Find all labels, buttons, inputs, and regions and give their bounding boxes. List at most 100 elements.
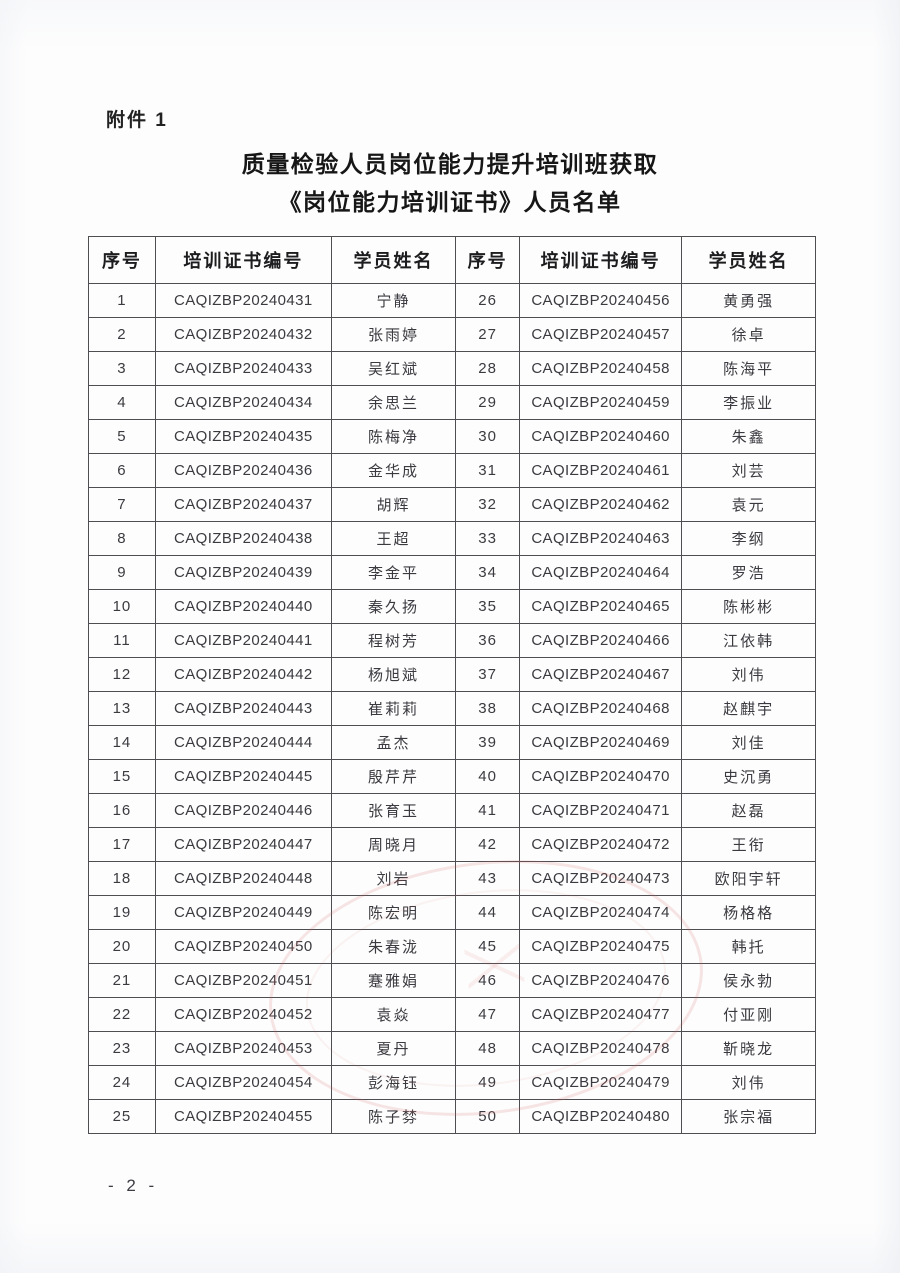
cert-no-cell: CAQIZBP20240478 xyxy=(519,1031,683,1066)
name-cell: 刘佳 xyxy=(681,725,816,760)
index-cell: 22 xyxy=(88,997,156,1032)
table-row: 19 CAQIZBP20240449 陈宏明 44 CAQIZBP20240474 杨格格 xyxy=(88,895,816,930)
cert-no-cell: CAQIZBP20240477 xyxy=(519,997,683,1032)
index-cell: 44 xyxy=(455,895,521,930)
index-cell: 3 xyxy=(88,351,156,386)
table-row: 10 CAQIZBP20240440 秦久扬 35 CAQIZBP20240465 陈彬彬 xyxy=(88,589,816,624)
name-cell: 秦久扬 xyxy=(330,589,457,624)
name-cell: 周晓月 xyxy=(330,827,457,862)
name-cell: 江依韩 xyxy=(681,623,816,658)
cert-no-cell: CAQIZBP20240471 xyxy=(519,793,683,828)
cert-no-cell: CAQIZBP20240448 xyxy=(154,861,332,896)
index-cell: 25 xyxy=(88,1099,156,1134)
header-index-right: 序号 xyxy=(455,236,521,284)
cert-no-cell: CAQIZBP20240462 xyxy=(519,487,683,522)
index-cell: 28 xyxy=(455,351,521,386)
index-cell: 13 xyxy=(88,691,156,726)
table-row: 3 CAQIZBP20240433 吴红斌 28 CAQIZBP20240458 陈海平 xyxy=(88,351,816,386)
index-cell: 11 xyxy=(88,623,156,658)
table-row: 12 CAQIZBP20240442 杨旭斌 37 CAQIZBP20240467 刘伟 xyxy=(88,657,816,692)
index-cell: 39 xyxy=(455,725,521,760)
index-cell: 1 xyxy=(88,283,156,318)
name-cell: 夏丹 xyxy=(330,1031,457,1066)
cert-no-cell: CAQIZBP20240464 xyxy=(519,555,683,590)
cert-no-cell: CAQIZBP20240460 xyxy=(519,419,683,454)
name-cell: 韩托 xyxy=(681,929,816,964)
table-row: 18 CAQIZBP20240448 刘岩 43 CAQIZBP20240473 欧阳宇轩 xyxy=(88,861,816,896)
name-cell: 靳晓龙 xyxy=(681,1031,816,1066)
index-cell: 45 xyxy=(455,929,521,964)
name-cell: 陈宏明 xyxy=(330,895,457,930)
cert-no-cell: CAQIZBP20240451 xyxy=(154,963,332,998)
page-number: - 2 - xyxy=(108,1176,159,1195)
index-cell: 32 xyxy=(455,487,521,522)
cert-no-cell: CAQIZBP20240476 xyxy=(519,963,683,998)
index-cell: 6 xyxy=(88,453,156,488)
name-cell: 李金平 xyxy=(330,555,457,590)
cert-no-cell: CAQIZBP20240466 xyxy=(519,623,683,658)
name-cell: 刘岩 xyxy=(330,861,457,896)
table-row: 13 CAQIZBP20240443 崔莉莉 38 CAQIZBP20240468 赵麒宇 xyxy=(88,691,816,726)
index-cell: 34 xyxy=(455,555,521,590)
cert-no-cell: CAQIZBP20240463 xyxy=(519,521,683,556)
name-cell: 赵磊 xyxy=(681,793,816,828)
name-cell: 吴红斌 xyxy=(330,351,457,386)
name-cell: 史沉勇 xyxy=(681,759,816,794)
index-cell: 31 xyxy=(455,453,521,488)
name-cell: 王衔 xyxy=(681,827,816,862)
cert-no-cell: CAQIZBP20240456 xyxy=(519,283,683,318)
name-cell: 朱春泷 xyxy=(330,929,457,964)
index-cell: 40 xyxy=(455,759,521,794)
cert-no-cell: CAQIZBP20240431 xyxy=(154,283,332,318)
cert-no-cell: CAQIZBP20240450 xyxy=(154,929,332,964)
cert-no-cell: CAQIZBP20240454 xyxy=(154,1065,332,1100)
cert-no-cell: CAQIZBP20240432 xyxy=(154,317,332,352)
table-row: 16 CAQIZBP20240446 张育玉 41 CAQIZBP20240471 赵磊 xyxy=(88,793,816,828)
index-cell: 46 xyxy=(455,963,521,998)
cert-no-cell: CAQIZBP20240475 xyxy=(519,929,683,964)
name-cell: 刘伟 xyxy=(681,1065,816,1100)
cert-no-cell: CAQIZBP20240473 xyxy=(519,861,683,896)
table-row: 4 CAQIZBP20240434 余思兰 29 CAQIZBP20240459 李振业 xyxy=(88,385,816,420)
name-cell: 蹇雅娟 xyxy=(330,963,457,998)
index-cell: 21 xyxy=(88,963,156,998)
table-row: 24 CAQIZBP20240454 彭海钰 49 CAQIZBP20240479 刘伟 xyxy=(88,1065,816,1100)
cert-no-cell: CAQIZBP20240442 xyxy=(154,657,332,692)
attachment-label: 附件 1 xyxy=(106,110,168,131)
cert-no-cell: CAQIZBP20240480 xyxy=(519,1099,683,1134)
cert-no-cell: CAQIZBP20240458 xyxy=(519,351,683,386)
index-cell: 23 xyxy=(88,1031,156,1066)
index-cell: 20 xyxy=(88,929,156,964)
index-cell: 14 xyxy=(88,725,156,760)
index-cell: 43 xyxy=(455,861,521,896)
table-row: 7 CAQIZBP20240437 胡辉 32 CAQIZBP20240462 袁元 xyxy=(88,487,816,522)
cert-no-cell: CAQIZBP20240457 xyxy=(519,317,683,352)
index-cell: 4 xyxy=(88,385,156,420)
cert-no-cell: CAQIZBP20240434 xyxy=(154,385,332,420)
table-row: 11 CAQIZBP20240441 程树芳 36 CAQIZBP20240466 江依韩 xyxy=(88,623,816,658)
header-cert-no-left: 培训证书编号 xyxy=(154,236,332,284)
cert-no-cell: CAQIZBP20240470 xyxy=(519,759,683,794)
name-cell: 罗浩 xyxy=(681,555,816,590)
index-cell: 16 xyxy=(88,793,156,828)
table-row: 15 CAQIZBP20240445 殷芹芹 40 CAQIZBP20240470 史沉勇 xyxy=(88,759,816,794)
index-cell: 7 xyxy=(88,487,156,522)
index-cell: 49 xyxy=(455,1065,521,1100)
table-row: 22 CAQIZBP20240452 袁焱 47 CAQIZBP20240477 付亚刚 xyxy=(88,997,816,1032)
name-cell: 金华成 xyxy=(330,453,457,488)
index-cell: 47 xyxy=(455,997,521,1032)
name-cell: 陈梅净 xyxy=(330,419,457,454)
header-name-left: 学员姓名 xyxy=(330,236,457,284)
name-cell: 宁静 xyxy=(330,283,457,318)
name-cell: 刘伟 xyxy=(681,657,816,692)
index-cell: 37 xyxy=(455,657,521,692)
table-row: 23 CAQIZBP20240453 夏丹 48 CAQIZBP20240478 靳晓龙 xyxy=(88,1031,816,1066)
cert-no-cell: CAQIZBP20240440 xyxy=(154,589,332,624)
index-cell: 27 xyxy=(455,317,521,352)
index-cell: 2 xyxy=(88,317,156,352)
name-cell: 孟杰 xyxy=(330,725,457,760)
table-row: 6 CAQIZBP20240436 金华成 31 CAQIZBP20240461 刘芸 xyxy=(88,453,816,488)
index-cell: 12 xyxy=(88,657,156,692)
index-cell: 33 xyxy=(455,521,521,556)
